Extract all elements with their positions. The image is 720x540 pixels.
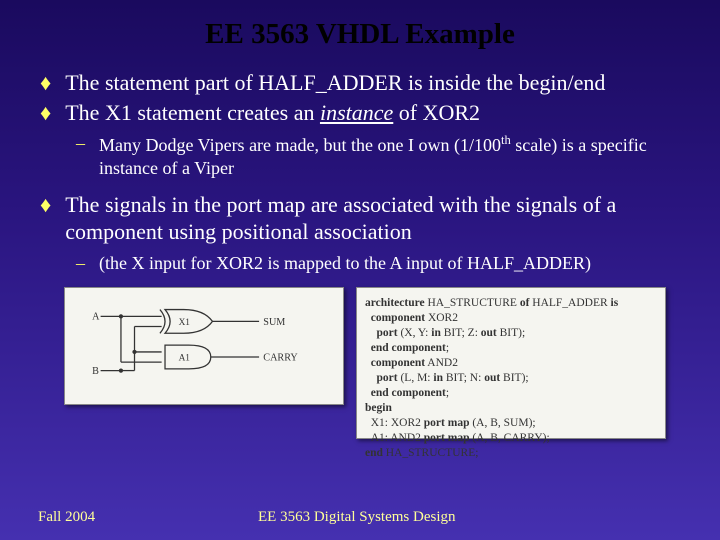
output-carry-label: CARRY	[263, 353, 298, 364]
diamond-bullet-icon: ♦	[40, 69, 51, 97]
dash-bullet-icon: –	[76, 252, 85, 275]
gate-a1-label: A1	[179, 354, 191, 364]
bullet-text: The X1 statement creates an instance of …	[65, 99, 692, 127]
gate-x1-label: X1	[179, 318, 191, 328]
slide-container: EE 3563 VHDL Example ♦ The statement part…	[0, 0, 720, 439]
sub-bullet-text: Many Dodge Vipers are made, but the one …	[99, 132, 692, 181]
bullet-sub: –Many Dodge Vipers are made, but the one…	[76, 132, 692, 181]
circuit-diagram: A B X1	[64, 287, 344, 405]
bullet-text: The signals in the port map are associat…	[65, 191, 692, 246]
dash-bullet-icon: –	[76, 132, 85, 181]
output-sum-label: SUM	[263, 317, 285, 328]
vhdl-code-listing: architecture HA_STRUCTURE of HALF_ADDER …	[356, 287, 666, 439]
bullet-text: The statement part of HALF_ADDER is insi…	[65, 69, 692, 97]
diamond-bullet-icon: ♦	[40, 99, 51, 127]
footer-left: Fall 2004	[38, 509, 238, 526]
bullet-main: ♦ The signals in the port map are associa…	[40, 191, 692, 246]
input-b-label: B	[92, 366, 99, 377]
bullet-sub: –(the X input for XOR2 is mapped to the …	[76, 252, 692, 275]
diamond-bullet-icon: ♦	[40, 191, 51, 246]
input-a-label: A	[92, 312, 100, 323]
footer-center: EE 3563 Digital Systems Design	[238, 509, 682, 526]
slide-footer: Fall 2004 EE 3563 Digital Systems Design	[0, 509, 720, 526]
bullet-main: ♦ The X1 statement creates an instance of…	[40, 99, 692, 127]
bullet-list: ♦ The statement part of HALF_ADDER is ins…	[28, 69, 692, 275]
sub-bullet-text: (the X input for XOR2 is mapped to the A…	[99, 252, 692, 275]
figures-row: A B X1	[64, 287, 692, 439]
slide-title: EE 3563 VHDL Example	[28, 18, 692, 51]
bullet-main: ♦ The statement part of HALF_ADDER is ins…	[40, 69, 692, 97]
